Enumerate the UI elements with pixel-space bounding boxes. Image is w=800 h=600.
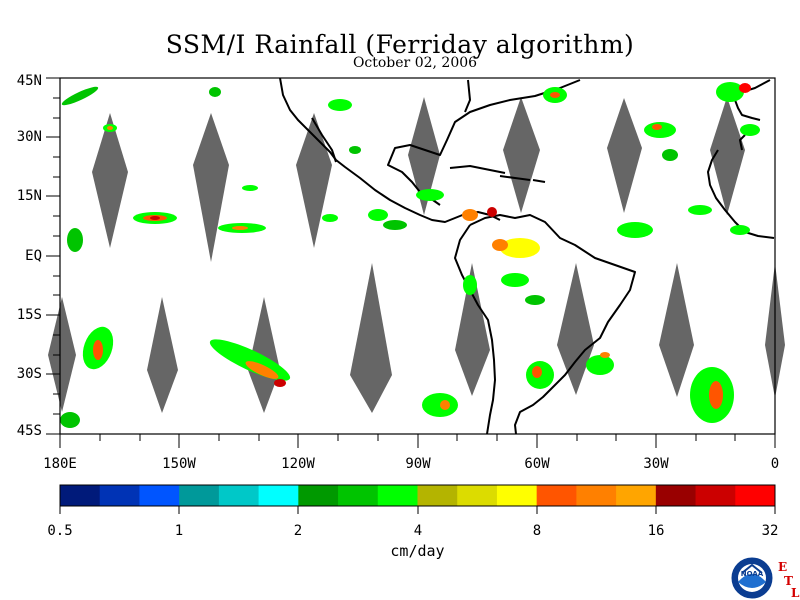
colorbar-segment [417, 485, 458, 506]
colorbar-label-32: 32 [761, 523, 779, 539]
lat-label-30s: 30S [16, 366, 42, 382]
colorbar-segment [99, 485, 140, 506]
colorbar-label-2: 2 [293, 523, 303, 539]
colorbar-segment [60, 485, 101, 506]
colorbar-segment [616, 485, 657, 506]
lon-label-180e: 180E [43, 456, 77, 472]
colorbar-segment [457, 485, 498, 506]
colorbar-segment [258, 485, 299, 506]
lon-label-150w: 150W [162, 456, 196, 472]
coastlines [279, 77, 775, 435]
colorbar-segment [179, 485, 220, 506]
noaa-logo-icon [731, 557, 773, 599]
lon-label-120w: 120W [281, 456, 315, 472]
lat-label-45s: 45S [16, 423, 42, 439]
lat-label-30n: 30N [16, 129, 42, 145]
colorbar-segment [655, 485, 697, 506]
lon-label-60w: 60W [524, 456, 550, 472]
logo-text: NOAA [740, 570, 764, 578]
colorbar-segment [338, 485, 379, 506]
colorbar-segment [377, 485, 418, 506]
rainfall-patches [60, 82, 760, 428]
swath-gaps [48, 97, 785, 413]
map-title: SSM/I Rainfall (Ferriday algorithm) [165, 30, 635, 59]
colorbar-unit: cm/day [390, 542, 445, 560]
axis-ticks [46, 77, 776, 448]
colorbar-ticks [59, 506, 776, 514]
lon-label-90w: 90W [405, 456, 431, 472]
colorbar-segment [695, 485, 736, 506]
colorbar-segment [496, 485, 538, 506]
lat-label-15n: 15N [16, 188, 42, 204]
lat-label-15s: 15S [16, 307, 42, 323]
lon-label-30w: 30W [643, 456, 669, 472]
logo-letter-l: L [791, 586, 800, 600]
logo-letter-t: T [784, 574, 793, 588]
lat-label-45n: 45N [16, 73, 42, 89]
colorbar-segment [139, 485, 180, 506]
colorbar-label-16: 16 [647, 523, 665, 539]
colorbar-label-1: 1 [174, 523, 184, 539]
map-date: October 02, 2006 [352, 55, 478, 71]
colorbar-segment [735, 485, 776, 506]
colorbar-segment [576, 485, 617, 506]
colorbar-segment [536, 485, 577, 506]
colorbar-segment [298, 485, 339, 506]
logo-letter-e: E [778, 560, 788, 574]
colorbar-segment [218, 485, 260, 506]
colorbar [60, 485, 776, 506]
colorbar-label-4: 4 [413, 523, 423, 539]
colorbar-label-0-5: 0.5 [47, 523, 73, 539]
lon-label-0: 0 [770, 456, 780, 472]
lat-label-eq: EQ [25, 248, 42, 264]
colorbar-label-8: 8 [532, 523, 542, 539]
